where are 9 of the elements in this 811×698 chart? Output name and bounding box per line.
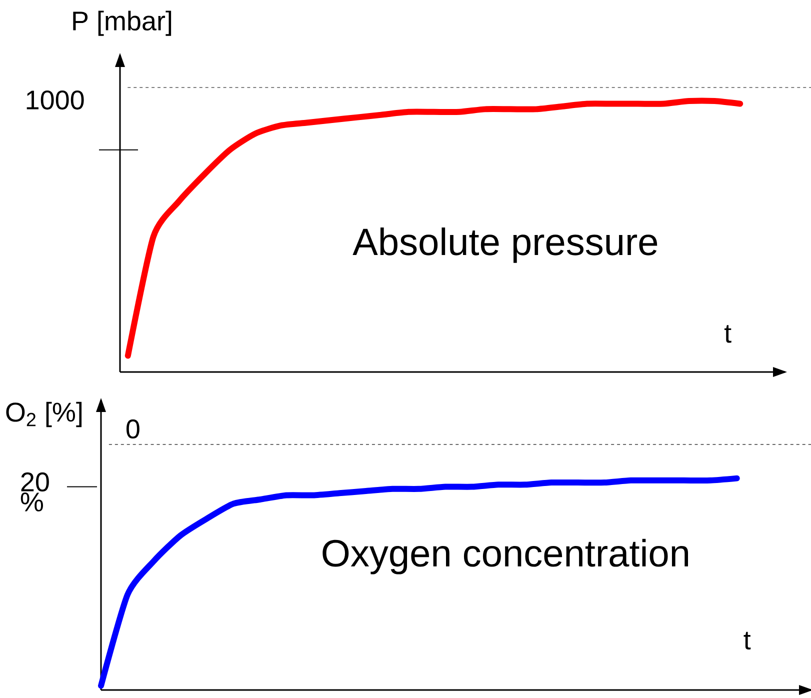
text: 0 (126, 419, 140, 439)
text: 1000 (26, 90, 84, 110)
y-axis-title: P [mbar] (73, 10, 172, 36)
annotation: Absolute pressure (352, 227, 658, 263)
text: 20 % (20, 472, 49, 512)
y-axis-title: O$_{2}$ [%] (6, 402, 82, 428)
x-axis-title: t (724, 325, 732, 343)
annotation: Oxygen concentration (322, 538, 688, 574)
x-axis-title: t (744, 632, 751, 650)
